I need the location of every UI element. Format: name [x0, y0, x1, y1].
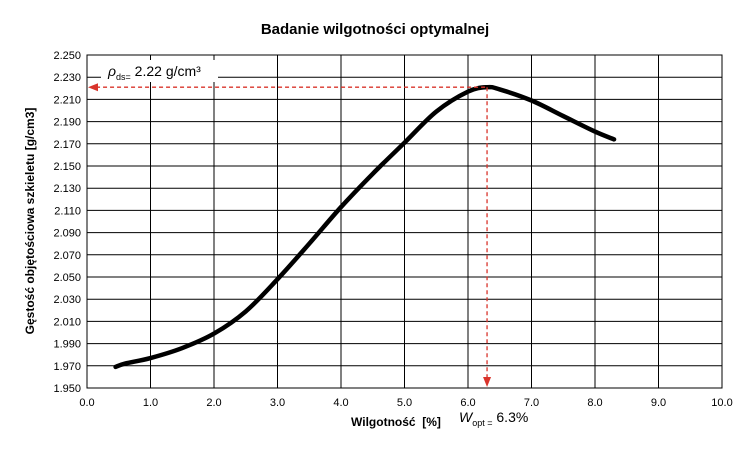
y-tick-label: 2.250: [53, 50, 81, 62]
y-tick-label: 2.090: [53, 228, 81, 240]
y-tick-label: 1.950: [53, 383, 81, 395]
x-axis-label: Wilgotność [%]: [351, 415, 441, 429]
plot-area: [86, 54, 723, 389]
x-tick-label: 0.0: [79, 397, 94, 409]
density-label-box: [101, 60, 218, 82]
x-tick-label: 3.0: [270, 397, 285, 409]
y-tick-label: 2.070: [53, 250, 81, 262]
y-tick-label: 2.150: [53, 161, 81, 173]
moisture-subscript: opt =: [472, 418, 492, 428]
y-tick-label: 1.970: [53, 361, 81, 373]
x-tick-label: 7.0: [524, 397, 539, 409]
x-tick-label: 6.0: [460, 397, 475, 409]
y-tick-label: 2.030: [53, 294, 81, 306]
x-tick-label: 2.0: [206, 397, 221, 409]
y-tick-label: 2.210: [53, 94, 81, 106]
density-label: ρds= 2.22 g/cm³: [107, 63, 201, 82]
x-tick-label: 10.0: [711, 397, 732, 409]
y-tick-label: 2.130: [53, 183, 81, 195]
optimum-annotation: ρds= 2.22 g/cm³ Wopt = 6.3%: [88, 60, 528, 428]
y-tick-label: 2.190: [53, 117, 81, 129]
y-tick-label: 2.010: [53, 316, 81, 328]
grid: [86, 54, 723, 389]
moisture-label: Wopt = 6.3%: [459, 409, 528, 428]
y-tick-label: 2.170: [53, 139, 81, 151]
moisture-value: 6.3%: [493, 409, 529, 425]
x-tick-label: 1.0: [143, 397, 158, 409]
arrow-left-head: [88, 83, 98, 92]
chart-title: Badanie wilgotności optymalnej: [261, 21, 489, 38]
y-tick-label: 2.230: [53, 72, 81, 84]
series-line: [113, 84, 617, 370]
y-tick-label: 2.110: [54, 205, 81, 217]
density-symbol: ρ: [107, 63, 116, 79]
x-tick-label: 8.0: [587, 397, 602, 409]
x-tick-label: 9.0: [651, 397, 666, 409]
y-tick-label: 1.990: [53, 339, 81, 351]
y-axis-ticks: 1.950 1.970 1.990 2.010 2.030 2.050 2.070 2.090…: [53, 50, 81, 395]
y-tick-label: 2.050: [53, 272, 81, 284]
y-axis-label: Gęstość objętościowa szkieletu [g/cm3]: [23, 108, 37, 335]
density-value: 2.22 g/cm³: [131, 63, 201, 79]
moisture-symbol: W: [459, 409, 474, 425]
arrow-down-head: [483, 377, 492, 387]
x-tick-label: 4.0: [333, 397, 348, 409]
x-tick-label: 5.0: [397, 397, 412, 409]
density-subscript: ds=: [116, 72, 131, 82]
x-axis-ticks: 0.0 1.0 2.0 3.0 4.0 5.0 6.0 7.0 8.0 9.0 10.0: [79, 397, 732, 409]
